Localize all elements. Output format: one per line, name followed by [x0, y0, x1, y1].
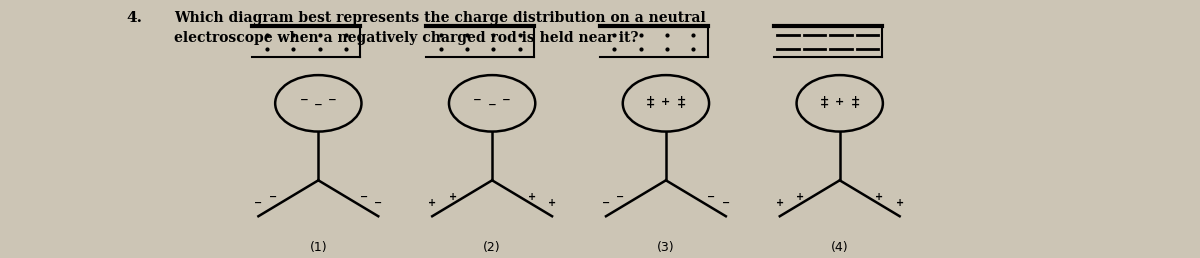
Text: +: + — [851, 100, 860, 110]
Text: −: − — [502, 95, 511, 105]
Text: −: − — [300, 95, 308, 105]
Text: −: − — [374, 198, 383, 208]
Text: +: + — [775, 198, 784, 208]
Text: +: + — [661, 97, 671, 107]
Text: +: + — [677, 95, 686, 105]
Text: +: + — [646, 100, 655, 110]
Text: +: + — [528, 192, 535, 202]
Text: −: − — [269, 192, 277, 202]
Text: +: + — [820, 100, 829, 110]
Text: (2): (2) — [484, 240, 500, 254]
Text: 4.: 4. — [126, 11, 143, 25]
Text: +: + — [796, 192, 804, 202]
Text: −: − — [708, 192, 715, 202]
Text: +: + — [646, 95, 655, 105]
Text: (3): (3) — [658, 240, 674, 254]
Text: −: − — [602, 198, 610, 208]
Text: −: − — [254, 198, 263, 208]
Text: −: − — [721, 198, 730, 208]
Text: −: − — [314, 100, 323, 110]
Text: +: + — [548, 198, 556, 208]
Text: −: − — [473, 95, 482, 105]
Text: (1): (1) — [310, 240, 328, 254]
Text: +: + — [875, 192, 883, 202]
Text: +: + — [428, 198, 437, 208]
Text: (4): (4) — [830, 240, 848, 254]
Text: +: + — [851, 95, 860, 105]
Text: +: + — [677, 100, 686, 110]
Text: +: + — [820, 95, 829, 105]
Text: −: − — [487, 100, 497, 110]
Text: −: − — [360, 192, 368, 202]
Text: +: + — [895, 198, 904, 208]
Text: +: + — [449, 192, 457, 202]
Text: −: − — [329, 95, 337, 105]
Text: +: + — [835, 97, 845, 107]
Text: Which diagram best represents the charge distribution on a neutral
electroscope : Which diagram best represents the charge… — [174, 11, 707, 45]
Text: −: − — [617, 192, 624, 202]
